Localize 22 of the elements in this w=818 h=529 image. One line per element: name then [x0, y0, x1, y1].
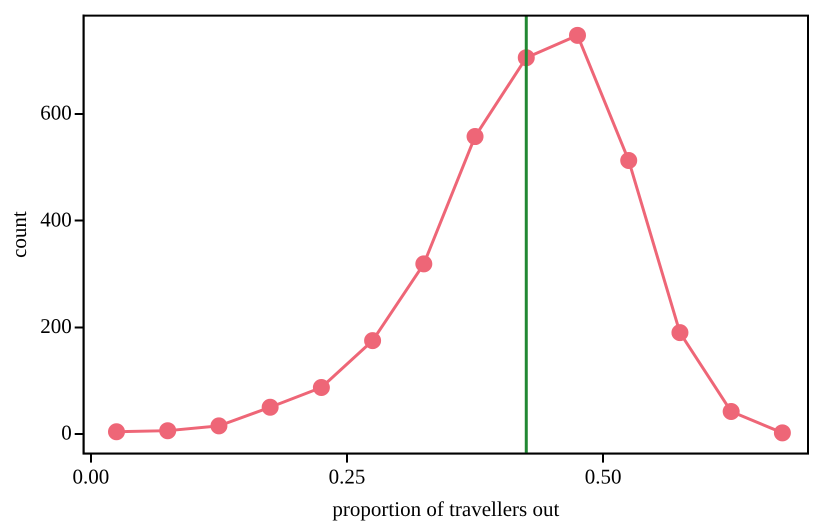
- point: [568, 26, 586, 44]
- y-tick-label: 600: [40, 100, 72, 125]
- y-axis-title: count: [7, 211, 32, 258]
- x-tick-label: 0.50: [584, 464, 622, 489]
- x-tick-label: 0.25: [328, 464, 366, 489]
- point: [210, 417, 228, 434]
- x-tick-label: 0.00: [72, 464, 110, 489]
- y-tick-label: 0: [61, 420, 72, 444]
- point: [774, 424, 791, 442]
- x-axis-title: proportion of travellers out: [332, 496, 560, 521]
- y-tick-label: 200: [40, 314, 72, 338]
- point: [671, 324, 688, 342]
- point: [364, 332, 382, 350]
- point: [466, 128, 484, 146]
- point: [262, 398, 279, 416]
- point: [620, 152, 638, 170]
- y-tick-label: 400: [40, 207, 72, 232]
- point: [312, 379, 330, 396]
- point: [415, 255, 432, 272]
- point: [722, 403, 740, 420]
- point: [108, 423, 125, 440]
- point: [159, 422, 176, 440]
